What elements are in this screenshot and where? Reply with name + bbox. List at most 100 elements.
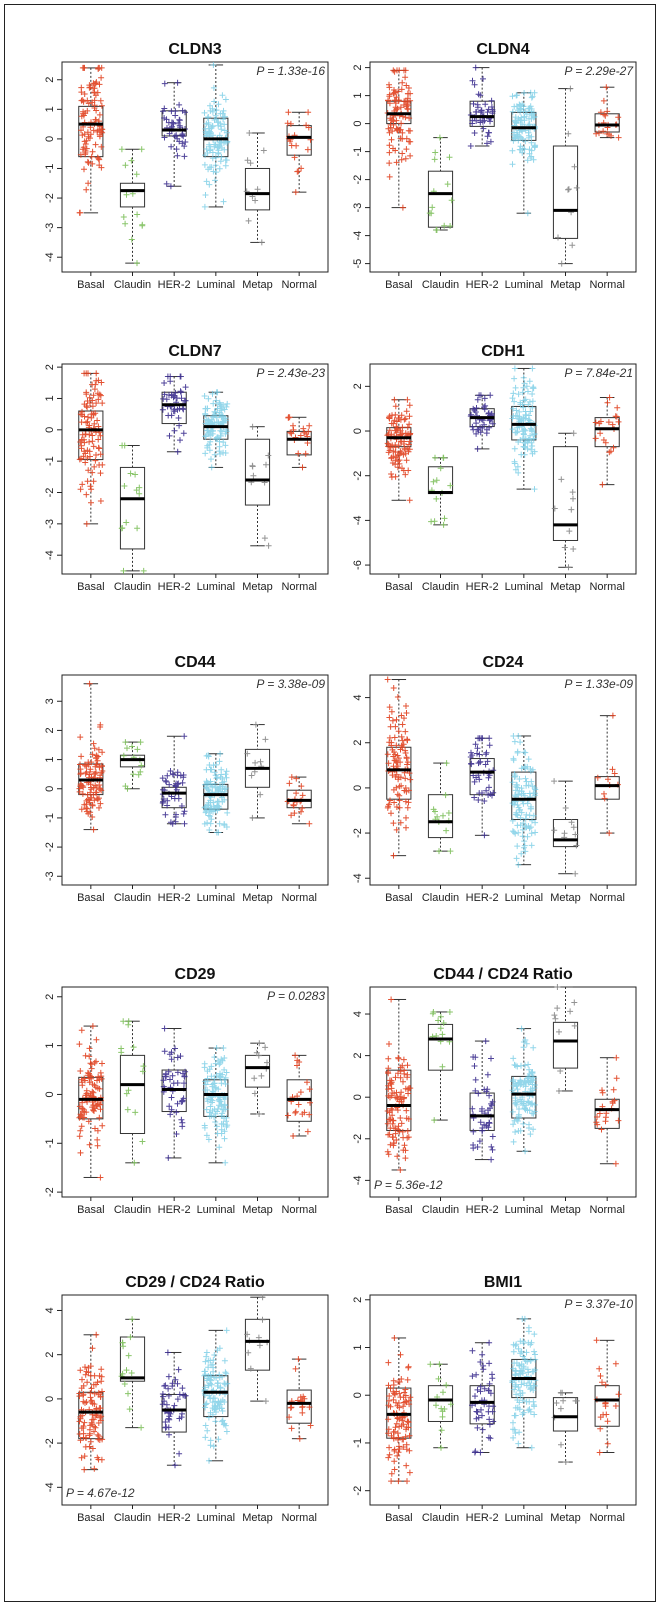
data-point bbox=[509, 93, 516, 100]
data-point bbox=[524, 210, 531, 217]
data-point bbox=[221, 796, 228, 803]
data-point bbox=[166, 1431, 172, 1438]
data-point bbox=[254, 186, 261, 193]
data-point bbox=[387, 1094, 393, 1101]
data-point bbox=[488, 104, 495, 110]
data-point bbox=[556, 1028, 562, 1035]
panel-title: CLDN3 bbox=[168, 41, 221, 58]
data-point bbox=[96, 81, 103, 88]
data-point bbox=[201, 1064, 208, 1071]
data-point bbox=[520, 374, 527, 381]
plot-frame bbox=[61, 674, 329, 886]
data-point bbox=[86, 1432, 93, 1439]
data-point bbox=[510, 1348, 517, 1355]
data-point bbox=[479, 1127, 486, 1134]
data-point bbox=[287, 1404, 294, 1411]
data-point bbox=[399, 150, 406, 157]
data-point bbox=[597, 1414, 604, 1421]
data-point bbox=[439, 1063, 446, 1070]
data-point bbox=[91, 1465, 98, 1472]
data-point bbox=[471, 130, 478, 136]
data-point bbox=[514, 802, 521, 808]
data-point bbox=[162, 1424, 169, 1431]
data-point bbox=[134, 525, 141, 532]
data-point bbox=[297, 1089, 304, 1096]
data-point bbox=[89, 751, 96, 758]
box-iqr bbox=[511, 1075, 537, 1119]
data-point bbox=[286, 780, 293, 787]
y-tick-label: 0 bbox=[44, 136, 56, 142]
box-metap bbox=[552, 85, 580, 267]
data-point bbox=[486, 1403, 492, 1410]
data-point bbox=[551, 1012, 558, 1019]
data-point bbox=[179, 1097, 186, 1104]
data-point bbox=[87, 768, 93, 775]
data-point bbox=[130, 771, 137, 778]
data-point bbox=[76, 1393, 83, 1400]
data-point bbox=[385, 1430, 392, 1437]
y-tick-label: 2 bbox=[352, 65, 364, 71]
data-point bbox=[388, 810, 394, 817]
data-point bbox=[259, 1294, 266, 1301]
x-category-label: Basal bbox=[77, 892, 105, 904]
data-point bbox=[532, 829, 539, 836]
data-point bbox=[86, 431, 93, 438]
data-point bbox=[525, 1407, 532, 1414]
data-point bbox=[472, 1087, 479, 1094]
data-point bbox=[520, 1340, 527, 1347]
data-point bbox=[396, 804, 403, 811]
box-her-2 bbox=[467, 392, 496, 452]
data-point bbox=[519, 826, 526, 833]
y-tick-label: -4 bbox=[352, 231, 364, 241]
data-point bbox=[403, 457, 410, 464]
data-point bbox=[260, 147, 267, 154]
data-point bbox=[400, 1056, 407, 1063]
box-iqr bbox=[119, 1054, 146, 1135]
data-point bbox=[163, 1401, 170, 1408]
data-point bbox=[606, 449, 613, 456]
data-point bbox=[95, 64, 102, 71]
data-point bbox=[94, 127, 101, 134]
data-point bbox=[213, 829, 220, 836]
data-point bbox=[396, 67, 403, 74]
data-points bbox=[555, 85, 580, 267]
data-point bbox=[224, 809, 231, 816]
data-point bbox=[403, 408, 410, 415]
box-claudin bbox=[118, 1316, 146, 1431]
data-point bbox=[473, 1371, 480, 1378]
data-point bbox=[526, 398, 533, 405]
y-tick-label: 1 bbox=[352, 93, 364, 99]
data-point bbox=[180, 430, 187, 437]
data-point bbox=[120, 214, 127, 220]
data-point bbox=[387, 115, 394, 122]
data-point bbox=[92, 141, 99, 148]
data-point bbox=[91, 105, 98, 111]
data-point bbox=[385, 443, 392, 450]
data-point bbox=[85, 133, 92, 140]
data-point bbox=[292, 189, 299, 196]
data-point bbox=[406, 413, 413, 420]
data-point bbox=[615, 134, 622, 141]
data-point bbox=[393, 94, 400, 101]
data-point bbox=[481, 1086, 488, 1093]
y-tick-label: -2 bbox=[352, 471, 364, 481]
box-iqr bbox=[594, 1098, 620, 1129]
data-point bbox=[123, 519, 130, 526]
data-point bbox=[530, 1077, 537, 1083]
data-point bbox=[517, 117, 524, 123]
data-point bbox=[165, 1068, 172, 1075]
data-point bbox=[511, 460, 518, 467]
data-point bbox=[386, 714, 393, 721]
data-point bbox=[390, 786, 397, 793]
data-point bbox=[520, 1409, 527, 1416]
data-point bbox=[159, 1401, 166, 1408]
data-point bbox=[174, 772, 181, 779]
data-point bbox=[429, 204, 436, 211]
data-point bbox=[478, 1406, 484, 1413]
x-category-label: Metap bbox=[242, 581, 273, 593]
data-point bbox=[398, 120, 405, 127]
x-category-label: HER-2 bbox=[466, 581, 499, 593]
data-point bbox=[471, 794, 478, 801]
